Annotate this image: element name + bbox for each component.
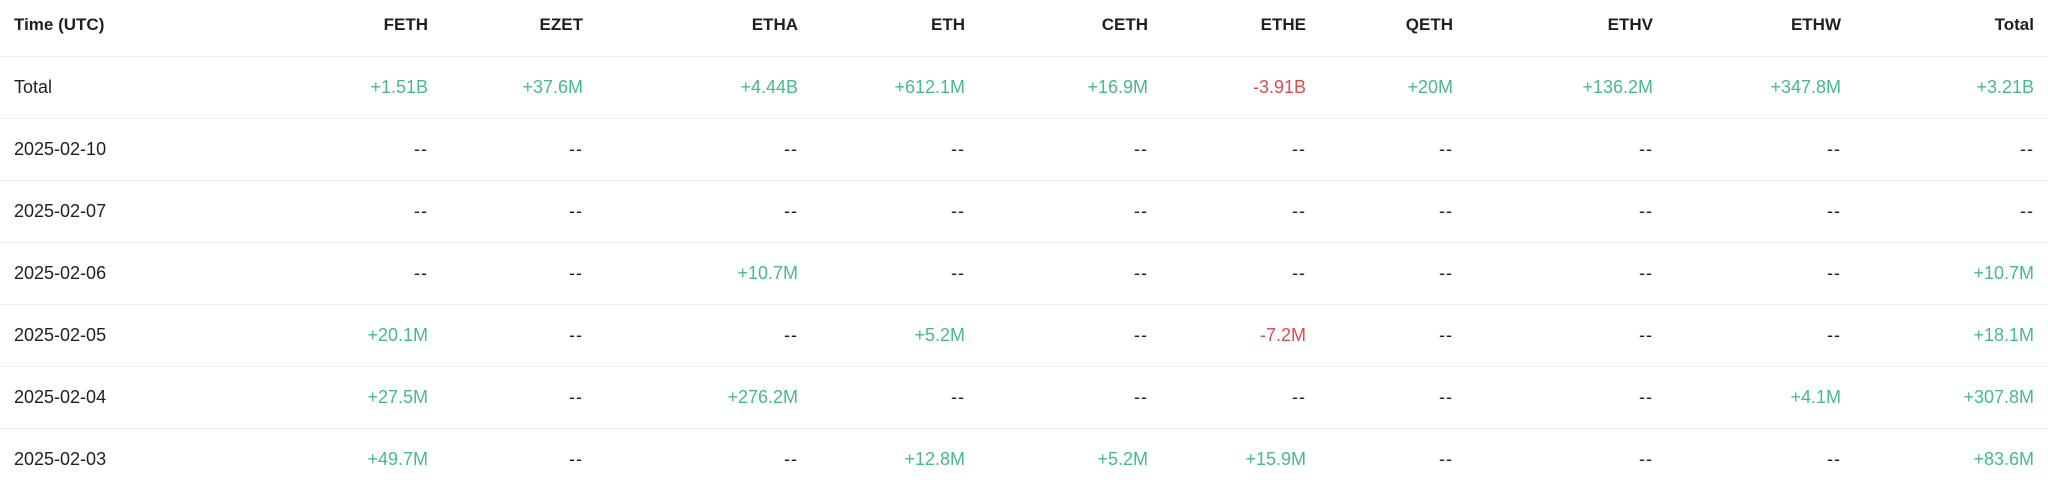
cell-ethw: +4.1M [1667, 365, 1855, 428]
row-date: 2025-02-03 [0, 427, 300, 490]
cell-etha: +276.2M [597, 365, 812, 428]
cell-ethe: -3.91B [1252, 76, 1306, 97]
header-row: Time (UTC) FETH EZET ETHA ETH CETH ETHE QETH ETH… [0, 0, 2048, 57]
cell-eth: +12.8M [812, 427, 979, 490]
cell-qeth: -- [1320, 365, 1467, 428]
cell-feth: -- [300, 241, 442, 304]
cell-eth: +612.1M [894, 76, 965, 97]
table-row: 2025-02-06 -- -- +10.7M -- -- -- -- -- -- +10.7M [0, 241, 2048, 304]
table-body: Total +1.51B +37.6M +4.44B +612.1M +16.9M -3.9… [0, 56, 2048, 490]
column-header-ezet: EZET [442, 0, 597, 57]
cell-ethe: -- [1162, 365, 1320, 428]
cell-ceth: -- [979, 117, 1162, 180]
row-date: 2025-02-05 [0, 303, 300, 366]
cell-eth: -- [812, 179, 979, 242]
cell-total: +18.1M [1855, 303, 2048, 366]
cell-ethe: +15.9M [1162, 427, 1320, 490]
cell-ethe: -- [1162, 117, 1320, 180]
cell-ethw: +347.8M [1770, 76, 1841, 97]
table-row: 2025-02-03 +49.7M -- -- +12.8M +5.2M +15.9M -- -… [0, 427, 2048, 490]
cell-ezet: -- [442, 117, 597, 180]
cell-ezet: -- [442, 241, 597, 304]
cell-total: -- [1855, 179, 2048, 242]
row-date: 2025-02-06 [0, 241, 300, 304]
cell-qeth: -- [1320, 241, 1467, 304]
cell-ethe: -7.2M [1162, 303, 1320, 366]
table-row-total: Total +1.51B +37.6M +4.44B +612.1M +16.9M -3.9… [0, 56, 2048, 118]
cell-ceth: -- [979, 303, 1162, 366]
cell-eth: -- [812, 117, 979, 180]
cell-ezet: -- [442, 427, 597, 490]
cell-qeth: -- [1320, 117, 1467, 180]
column-header-feth: FETH [300, 0, 442, 57]
cell-feth: +49.7M [300, 427, 442, 490]
cell-ezet: +37.6M [522, 76, 583, 97]
cell-etha: -- [597, 427, 812, 490]
cell-etha: +4.44B [740, 76, 798, 97]
column-header-total: Total [1855, 0, 2048, 57]
cell-total: +307.8M [1855, 365, 2048, 428]
cell-feth: +1.51B [370, 76, 428, 97]
cell-ceth: +16.9M [1087, 76, 1148, 97]
cell-feth: -- [300, 117, 442, 180]
cell-ethv: -- [1467, 365, 1667, 428]
cell-ezet: -- [442, 365, 597, 428]
row-date: 2025-02-07 [0, 179, 300, 242]
cell-feth: -- [300, 179, 442, 242]
cell-total: +83.6M [1855, 427, 2048, 490]
row-label-total: Total [14, 76, 53, 97]
cell-ethw: -- [1667, 303, 1855, 366]
table-row: 2025-02-04 +27.5M -- +276.2M -- -- -- -- -- +4.1M… [0, 365, 2048, 428]
column-header-qeth: QETH [1320, 0, 1467, 57]
cell-qeth: -- [1320, 303, 1467, 366]
cell-total: +10.7M [1855, 241, 2048, 304]
cell-eth: -- [812, 365, 979, 428]
column-header-etha: ETHA [597, 0, 812, 57]
cell-ethv: -- [1467, 179, 1667, 242]
column-header-time: Time (UTC) [0, 0, 300, 57]
cell-feth: +20.1M [300, 303, 442, 366]
cell-ethw: -- [1667, 241, 1855, 304]
cell-ethv: -- [1467, 117, 1667, 180]
cell-qeth: -- [1320, 427, 1467, 490]
cell-etha: -- [597, 179, 812, 242]
row-date: 2025-02-04 [0, 365, 300, 428]
cell-ethe: -- [1162, 241, 1320, 304]
cell-etha: -- [597, 117, 812, 180]
column-header-ethw: ETHW [1667, 0, 1855, 57]
cell-ceth: -- [979, 365, 1162, 428]
cell-feth: +27.5M [300, 365, 442, 428]
cell-etha: +10.7M [597, 241, 812, 304]
cell-qeth: +20M [1407, 76, 1453, 97]
cell-ceth: +5.2M [979, 427, 1162, 490]
cell-total: +3.21B [1976, 76, 2034, 97]
cell-ezet: -- [442, 179, 597, 242]
cell-ethw: -- [1667, 117, 1855, 180]
cell-ethe: -- [1162, 179, 1320, 242]
cell-total: -- [1855, 117, 2048, 180]
cell-ceth: -- [979, 241, 1162, 304]
row-date: 2025-02-10 [0, 117, 300, 180]
cell-ethw: -- [1667, 179, 1855, 242]
cell-etha: -- [597, 303, 812, 366]
column-header-ethv: ETHV [1467, 0, 1667, 57]
table-row: 2025-02-07 -- -- -- -- -- -- -- -- -- -- [0, 179, 2048, 242]
cell-eth: +5.2M [812, 303, 979, 366]
cell-eth: -- [812, 241, 979, 304]
cell-qeth: -- [1320, 179, 1467, 242]
cell-ethv: +136.2M [1582, 76, 1653, 97]
cell-ethw: -- [1667, 427, 1855, 490]
cell-ethv: -- [1467, 427, 1667, 490]
cell-ceth: -- [979, 179, 1162, 242]
cell-ethv: -- [1467, 241, 1667, 304]
table-row: 2025-02-05 +20.1M -- -- +5.2M -- -7.2M -- -- -- +1… [0, 303, 2048, 366]
column-header-ceth: CETH [979, 0, 1162, 57]
table-row: 2025-02-10 -- -- -- -- -- -- -- -- -- -- [0, 117, 2048, 180]
column-header-ethe: ETHE [1162, 0, 1320, 57]
table-header: Time (UTC) FETH EZET ETHA ETH CETH ETHE QETH ETH… [0, 0, 2048, 57]
cell-ethv: -- [1467, 303, 1667, 366]
cell-ezet: -- [442, 303, 597, 366]
column-header-eth: ETH [812, 0, 979, 57]
